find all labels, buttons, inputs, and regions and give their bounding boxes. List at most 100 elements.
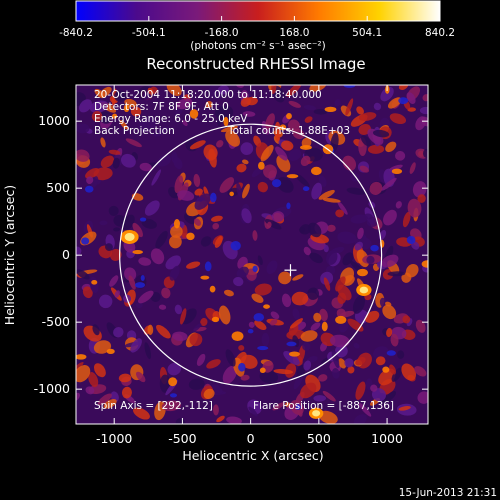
texture-blob: [189, 140, 206, 150]
texture-blob: [345, 98, 354, 116]
texture-blob: [130, 338, 142, 353]
texture-blob: [257, 255, 263, 266]
texture-blob: [299, 224, 312, 235]
plot-frame: [75, 84, 429, 425]
x-axis-label: Heliocentric X (arcsec): [182, 448, 323, 463]
texture-blob: [177, 190, 195, 201]
texture-blob: [119, 119, 128, 130]
texture-blob: [257, 346, 269, 351]
texture-blob: [150, 248, 165, 265]
texture-blob: [76, 354, 87, 360]
texture-blob: [401, 272, 412, 283]
texture-blob: [189, 109, 199, 119]
texture-blob: [402, 211, 411, 228]
texture-blob: [217, 116, 223, 127]
texture-blob: [128, 275, 136, 290]
texture-blob: [338, 358, 347, 369]
texture-blob: [361, 135, 371, 147]
texture-blob: [292, 274, 304, 281]
texture-blob: [114, 90, 127, 102]
texture-blob: [288, 149, 302, 162]
texture-blob: [242, 183, 250, 199]
texture-blob: [380, 86, 394, 102]
texture-blob: [236, 266, 249, 279]
texture-blob: [401, 363, 417, 381]
texture-blob: [382, 304, 397, 320]
texture-blob: [259, 370, 279, 384]
texture-blob: [159, 374, 171, 393]
texture-blob: [381, 177, 397, 191]
texture-blob: [100, 155, 115, 168]
texture-blob: [286, 202, 291, 210]
texture-blob: [180, 308, 187, 325]
texture-blob: [247, 328, 254, 334]
texture-blob: [81, 237, 90, 245]
texture-blob: [402, 315, 411, 324]
spin-axis-label: Spin Axis = [292,-112]: [94, 400, 213, 412]
texture-blob: [99, 220, 108, 226]
texture-blob: [150, 292, 161, 302]
texture-blob: [112, 113, 118, 119]
plot-area: [76, 85, 428, 424]
texture-blob: [242, 111, 256, 117]
texture-blob: [113, 227, 121, 232]
texture-blob: [291, 291, 309, 306]
texture-blob: [387, 97, 402, 109]
texture-blob: [385, 301, 392, 307]
texture-blob: [415, 319, 426, 333]
texture-blob: [214, 105, 226, 117]
texture-blob: [170, 225, 183, 238]
texture-blob: [391, 168, 403, 174]
texture-blob: [303, 105, 317, 111]
texture-blob: [97, 393, 112, 406]
texture-blob: [288, 119, 300, 133]
texture-blob: [147, 87, 154, 95]
texture-blob: [375, 356, 386, 366]
texture-blob: [322, 390, 336, 402]
texture-blob: [313, 395, 327, 402]
texture-blob: [225, 349, 236, 367]
texture-blob: [252, 265, 258, 273]
texture-blob: [306, 356, 318, 363]
texture-blob: [417, 391, 428, 404]
texture-blob: [186, 261, 201, 269]
texture-blob: [140, 274, 145, 282]
texture-blob: [91, 111, 103, 122]
texture-blob: [398, 406, 411, 411]
texture-blob: [206, 359, 221, 369]
texture-blob: [118, 373, 132, 383]
texture-blob: [230, 240, 241, 251]
texture-blob: [358, 112, 377, 121]
texture-blob: [236, 163, 247, 173]
texture-blob: [253, 313, 265, 322]
texture-blob: [389, 164, 403, 171]
texture-blob: [76, 149, 90, 162]
texture-blob: [226, 416, 242, 424]
texture-blob: [276, 177, 294, 193]
texture-blob: [132, 222, 143, 238]
texture-blob: [321, 321, 328, 332]
texture-blob: [389, 113, 407, 125]
texture-blob: [318, 189, 335, 200]
texture-blob: [254, 283, 272, 296]
texture-blob: [304, 116, 313, 123]
texture-blob: [194, 188, 203, 196]
texture-blob: [407, 198, 422, 218]
texture-blob: [134, 282, 146, 288]
texture-blob: [369, 181, 383, 195]
texture-blob: [229, 191, 234, 197]
texture-blob: [373, 346, 389, 360]
texture-blob: [86, 176, 94, 185]
texture-blob: [213, 404, 219, 416]
texture-blob: [188, 378, 205, 390]
texture-blob: [216, 140, 224, 148]
texture-blob: [412, 181, 427, 198]
texture-blob: [286, 341, 297, 347]
texture-blob: [113, 326, 124, 338]
texture-blob: [153, 126, 170, 137]
texture-blob: [331, 349, 340, 369]
texture-blob: [259, 367, 266, 374]
texture-blob: [76, 361, 84, 375]
texture-blob: [286, 85, 302, 97]
